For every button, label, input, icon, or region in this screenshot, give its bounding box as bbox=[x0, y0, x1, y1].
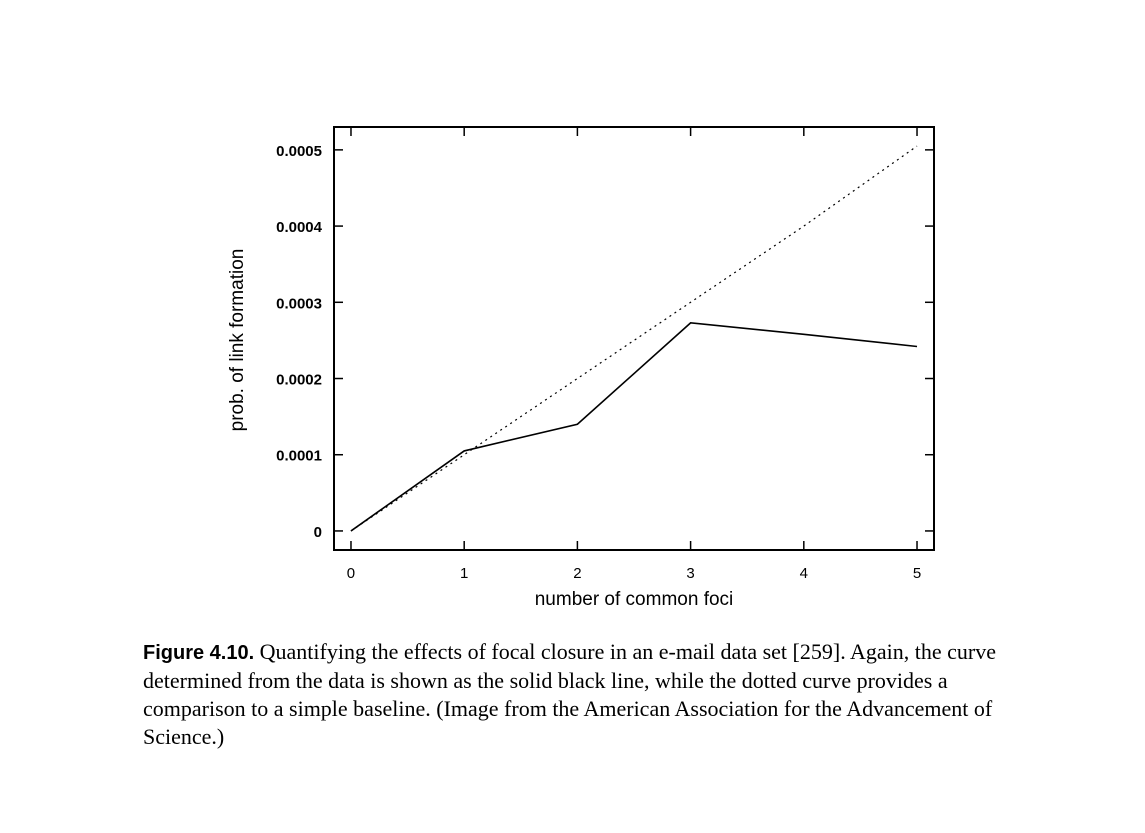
caption-text: Quantifying the effects of focal closure… bbox=[143, 639, 996, 749]
tick-labels: 0 1 2 3 4 5 0 0.0001 0.0002 0.0003 0.0004 0.0005 bbox=[276, 143, 921, 582]
x-tick-label: 3 bbox=[686, 565, 694, 582]
y-tick-label: 0.0004 bbox=[276, 219, 323, 236]
x-axis-label: number of common foci bbox=[535, 589, 734, 610]
solid-data-line bbox=[350, 322, 918, 532]
y-tick-label: 0.0003 bbox=[276, 295, 322, 312]
figure-label: Figure 4.10. bbox=[143, 642, 255, 664]
plot-frame bbox=[333, 126, 935, 551]
line-chart: 0 1 2 3 4 5 0 0.0001 0.0002 0.0003 0.0004 0.0005 nu… bbox=[227, 126, 935, 610]
y-tick-label: 0.0005 bbox=[276, 143, 322, 160]
x-tick-label: 5 bbox=[913, 565, 921, 582]
y-tick-label: 0 bbox=[314, 524, 322, 541]
dotted-baseline-line bbox=[350, 145, 918, 532]
x-tick-label: 4 bbox=[800, 565, 808, 582]
x-tick-label: 2 bbox=[573, 565, 581, 582]
x-tick-label: 1 bbox=[460, 565, 468, 582]
x-tick-label: 0 bbox=[347, 565, 355, 582]
axis-ticks bbox=[334, 127, 934, 550]
y-axis-label: prob. of link formation bbox=[227, 249, 248, 432]
y-tick-label: 0.0001 bbox=[276, 448, 322, 465]
figure-caption: Figure 4.10. Quantifying the effects of … bbox=[143, 638, 1043, 751]
y-tick-label: 0.0002 bbox=[276, 372, 322, 389]
series-layer bbox=[350, 145, 918, 532]
